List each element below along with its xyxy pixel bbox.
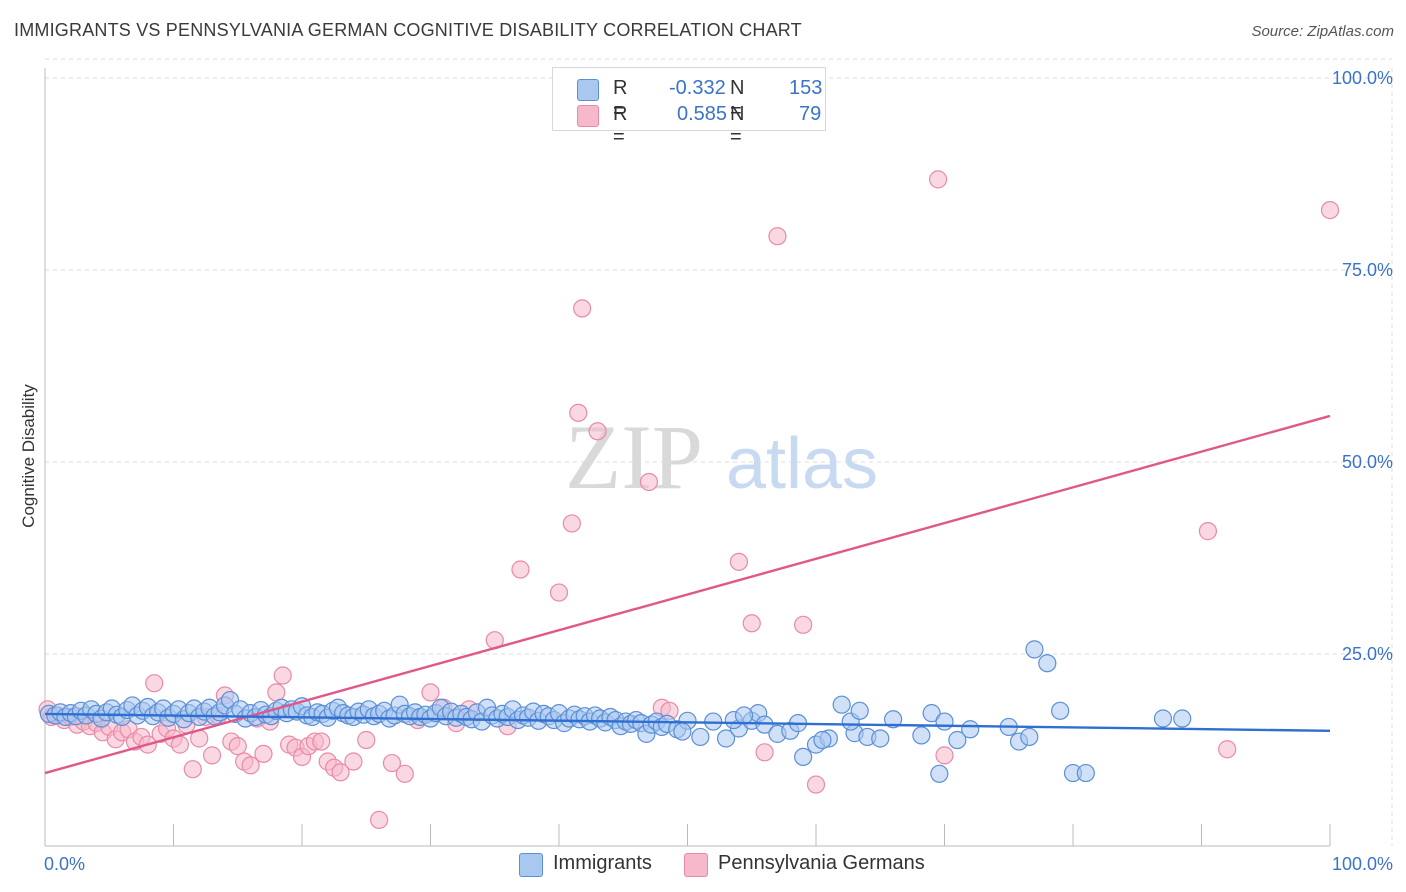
n-value: 153 [789,77,823,99]
data-point-immigrants [1051,701,1070,720]
blue-swatch [519,853,543,877]
data-point-immigrants [1025,640,1044,659]
data-point-pennsylvania-germans [768,227,787,246]
n-label: N = [730,103,745,148]
data-point-pennsylvania-germans [273,666,292,685]
data-point-immigrants [1153,709,1173,728]
source-credit: Source: ZipAtlas.com [1251,23,1394,40]
data-point-pennsylvania-germans [183,760,202,779]
data-point-immigrants [794,747,813,767]
data-point-pennsylvania-germans [755,743,774,762]
data-point-pennsylvania-germans [395,764,414,783]
data-point-pennsylvania-germans [742,614,761,633]
data-point-pennsylvania-germans [421,683,440,702]
tick-labels: 25.0% 50.0% 75.0% 100.0% 0.0% 100.0% [44,68,1393,874]
data-point-immigrants [871,729,890,748]
data-point-pennsylvania-germans [241,756,260,775]
data-point-immigrants [850,701,869,720]
blue-swatch [577,79,599,101]
y-tick-label: 50.0% [1342,452,1393,472]
data-point-immigrants [912,726,931,745]
data-point-pennsylvania-germans [794,615,813,634]
data-point-immigrants [1076,763,1095,783]
data-point-immigrants [734,706,754,725]
data-point-pennsylvania-germans [145,674,164,693]
r-label: R = [613,103,628,148]
data-point-immigrants [935,712,954,731]
data-point-pennsylvania-germans [382,753,402,773]
data-point-pennsylvania-germans [312,732,331,751]
data-point-immigrants [1173,709,1192,728]
data-point-pennsylvania-germans [170,735,190,754]
trend-lines [44,414,1331,775]
watermark-zip: ZIP [565,406,703,508]
data-point-pennsylvania-germans [254,744,273,763]
y-tick-label: 25.0% [1342,644,1393,664]
r-label: R = [613,77,628,122]
r-value: -0.332 [669,77,726,99]
data-point-pennsylvania-germans [202,746,222,765]
data-point-pennsylvania-germans [549,583,569,602]
data-point-pennsylvania-germans [562,514,581,533]
data-point-pennsylvania-germans [357,730,376,750]
data-point-pennsylvania-germans [639,472,659,492]
data-point-immigrants [832,695,851,714]
chart-title: IMMIGRANTS VS PENNSYLVANIA GERMAN COGNIT… [14,20,802,40]
data-point-pennsylvania-germans [935,746,954,765]
data-point-pennsylvania-germans [1320,200,1340,220]
data-point-pennsylvania-germans [806,775,826,794]
data-point-immigrants [813,730,832,750]
data-point-pennsylvania-germans [569,403,588,422]
data-point-pennsylvania-germans [344,752,363,771]
data-point-immigrants [716,729,736,748]
data-point-immigrants [948,730,967,750]
x-tick-label: 0.0% [44,854,85,874]
legend-label-pennsylvania-germans: Pennsylvania Germans [718,852,925,874]
data-point-immigrants [1038,654,1057,673]
data-point-pennsylvania-germans [573,299,592,318]
data-point-pennsylvania-germans [228,737,247,756]
x-tick-label: 100.0% [1332,854,1393,874]
correlation-legend: R = -0.332 N = 153 R = 0.585 N = 79 [552,67,826,148]
data-point-pennsylvania-germans [331,763,350,782]
data-point-immigrants [673,722,692,741]
r-value: 0.585 [677,103,728,125]
data-point-immigrants [1020,727,1039,747]
data-point-pennsylvania-germans [1218,740,1237,759]
trend-line-immigrants [44,712,1331,732]
y-tick-label: 100.0% [1332,68,1393,88]
data-point-immigrants [961,720,980,739]
data-point-immigrants [691,727,710,747]
data-point-pennsylvania-germans [511,560,530,579]
data-point-pennsylvania-germans [1198,522,1218,541]
pink-swatch [577,105,599,127]
n-label: N = [730,77,745,122]
data-point-immigrants [930,764,949,783]
legend-label-immigrants: Immigrants [553,852,652,874]
data-point-pennsylvania-germans [370,810,389,829]
data-point-pennsylvania-germans [267,683,286,702]
trend-line-pennsylvania-germans [44,414,1331,775]
series-pennsylvania-germans-points [38,170,1340,829]
data-point-immigrants [883,710,903,729]
watermark-atlas: atlas [726,424,878,504]
data-point-immigrants [922,704,941,723]
data-point-pennsylvania-germans [588,422,607,441]
y-tick-label: 75.0% [1342,260,1393,280]
y-axis-label: Cognitive Disability [19,384,38,528]
data-point-pennsylvania-germans [729,552,749,571]
data-point-pennsylvania-germans [928,170,948,189]
n-value: 79 [799,103,822,125]
pink-swatch [684,853,708,877]
